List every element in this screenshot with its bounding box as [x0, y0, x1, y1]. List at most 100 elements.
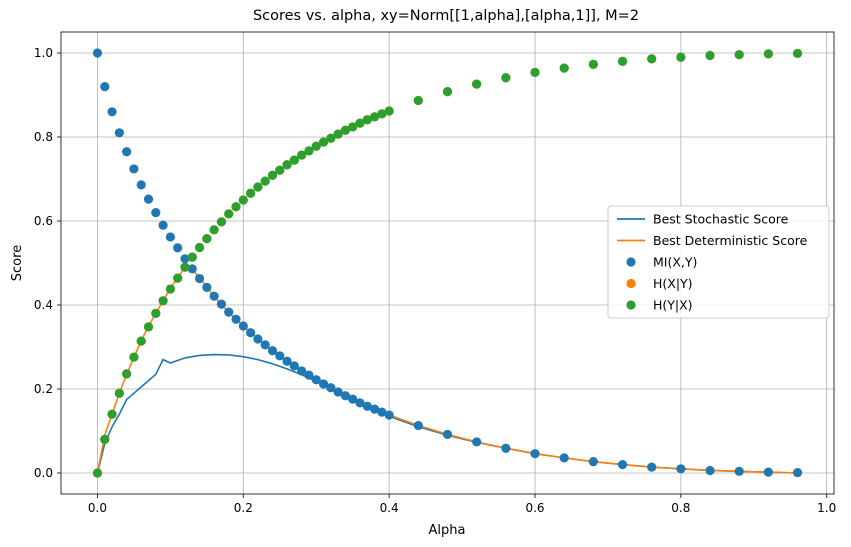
point-h-y-x [297, 150, 307, 160]
legend-swatch [626, 300, 636, 310]
legend-label: Best Deterministic Score [653, 233, 808, 248]
point-h-y-x [501, 73, 511, 83]
point-h-y-x [326, 133, 336, 143]
y-axis-label: Score [10, 245, 25, 281]
point-h-y-x [705, 50, 715, 61]
point-h-y-x [151, 308, 161, 318]
point-h-y-x [267, 170, 278, 180]
point-h-y-x [362, 115, 372, 125]
y-tick-label: 1.0 [34, 46, 53, 60]
point-mi-x-y [92, 48, 103, 58]
plot-frame [60, 31, 835, 495]
point-mi-x-y [472, 437, 482, 447]
point-h-y-x [340, 125, 351, 135]
point-h-y-x [377, 109, 387, 119]
point-mi-x-y [224, 307, 234, 317]
point-mi-x-y [377, 407, 387, 417]
point-mi-x-y [362, 401, 372, 411]
point-mi-x-y [304, 370, 314, 380]
point-mi-x-y [216, 299, 227, 309]
legend-swatch [626, 278, 636, 289]
point-mi-x-y [384, 410, 394, 420]
point-mi-x-y [348, 394, 358, 404]
point-h-y-x [318, 137, 329, 147]
point-mi-x-y [340, 391, 351, 401]
point-h-y-x [559, 63, 569, 73]
y-tick-label: 0.8 [34, 130, 53, 144]
point-h-y-x [122, 369, 132, 379]
x-tick-label: 0.8 [671, 501, 690, 515]
point-h-y-x [275, 165, 285, 175]
point-mi-x-y [260, 340, 270, 350]
point-mi-x-y [246, 328, 256, 338]
point-mi-x-y [530, 449, 540, 459]
point-h-y-x [530, 67, 540, 77]
point-h-y-x [253, 182, 263, 192]
point-mi-x-y [311, 375, 321, 385]
point-mi-x-y [173, 243, 183, 253]
y-tick-label: 0.6 [34, 214, 53, 228]
point-mi-x-y [501, 443, 511, 453]
point-mi-x-y [559, 453, 569, 463]
x-tick-label: 1.0 [817, 501, 836, 515]
point-mi-x-y [413, 420, 423, 431]
point-mi-x-y [792, 467, 803, 478]
point-mi-x-y [143, 194, 154, 204]
point-mi-x-y [705, 465, 715, 476]
point-mi-x-y [275, 351, 285, 361]
point-mi-x-y [617, 460, 628, 470]
point-h-y-x [231, 202, 241, 212]
point-mi-x-y [289, 361, 299, 371]
axis-ticks: 0.0 0.2 0.4 0.6 0.8 1.0 0.0 0.2 0.4 0.6 0.8 1.0 [34, 46, 836, 515]
point-mi-x-y [129, 164, 139, 174]
point-h-y-x [202, 234, 212, 244]
point-mi-x-y [267, 346, 278, 356]
point-mi-x-y [194, 273, 205, 284]
point-h-y-x [647, 54, 657, 64]
point-mi-x-y [122, 147, 132, 157]
point-h-y-x [763, 49, 773, 59]
point-h-y-x [289, 155, 299, 165]
point-mi-x-y [734, 466, 744, 476]
point-mi-x-y [231, 314, 241, 324]
point-h-y-x [209, 225, 219, 235]
point-h-y-x [92, 468, 103, 478]
point-h-y-x [114, 388, 124, 398]
point-mi-x-y [355, 398, 365, 408]
point-h-y-x [369, 112, 380, 122]
point-h-y-x [165, 284, 175, 294]
point-h-y-x [194, 242, 205, 253]
series-points [92, 48, 803, 478]
point-mi-x-y [763, 467, 773, 477]
point-h-y-x [311, 141, 321, 151]
point-mi-x-y [151, 208, 161, 218]
point-mi-x-y [114, 128, 124, 138]
point-h-y-x [442, 87, 453, 97]
point-h-y-x [187, 252, 197, 262]
legend: Best Stochastic Score Best Deterministic … [607, 205, 830, 319]
y-tick-label: 0.0 [34, 466, 53, 480]
point-mi-x-y [107, 107, 117, 117]
point-h-y-x [676, 52, 686, 62]
point-h-y-x [348, 122, 358, 132]
point-h-y-x [246, 188, 256, 198]
point-h-y-x [216, 217, 227, 227]
point-mi-x-y [180, 254, 190, 264]
point-h-y-x [413, 95, 423, 106]
legend-label: H(Y|X) [653, 298, 693, 313]
point-h-y-x [355, 118, 365, 128]
point-h-y-x [333, 129, 343, 139]
point-mi-x-y [158, 220, 168, 230]
legend-box [607, 205, 830, 319]
chart-title: Scores vs. alpha, xy=Norm[[1,alpha],[alp… [253, 8, 639, 24]
point-h-y-x [224, 209, 234, 219]
point-mi-x-y [333, 387, 343, 397]
point-h-y-x [617, 56, 628, 66]
point-h-y-x [158, 296, 168, 306]
point-h-y-x [129, 352, 139, 362]
point-mi-x-y [187, 264, 197, 274]
point-h-y-x [180, 262, 190, 272]
x-axis-label: Alpha [429, 523, 466, 538]
point-h-y-x [472, 79, 482, 89]
